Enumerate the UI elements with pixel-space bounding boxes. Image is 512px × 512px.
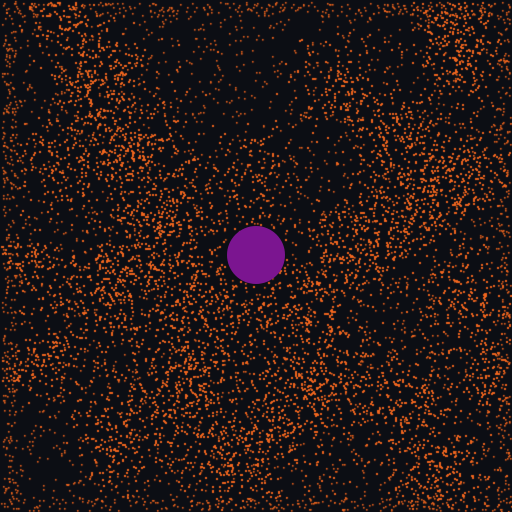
player-orb: [227, 226, 285, 284]
